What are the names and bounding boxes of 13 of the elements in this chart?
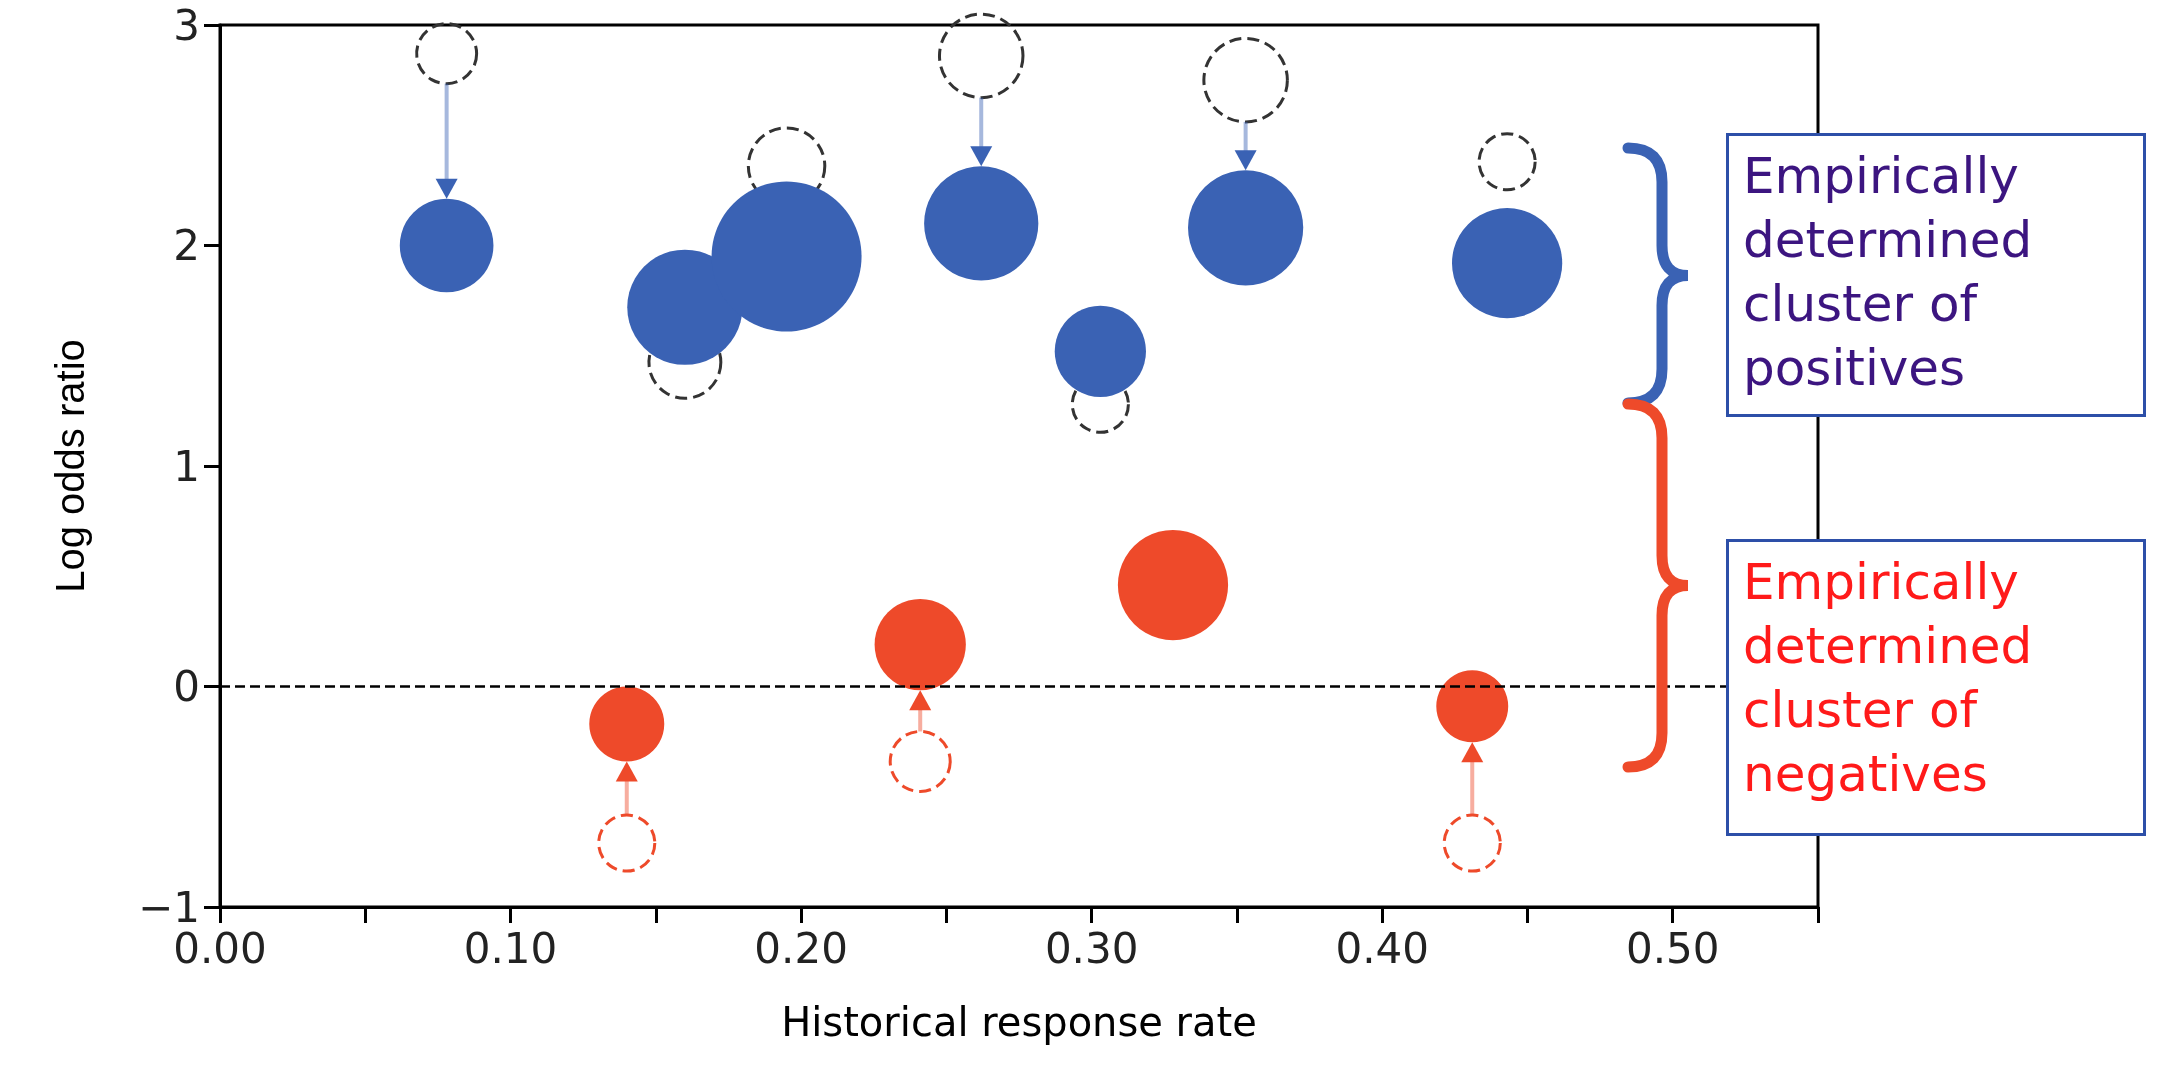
y-tick-label: 2 <box>173 221 200 270</box>
annotation: Empirically determined cluster of negatives <box>1726 539 2146 836</box>
x-tick-label: 0.10 <box>463 923 558 973</box>
y-tick-label: 0 <box>173 662 200 711</box>
y-axis-title: Log odds ratio <box>48 339 92 593</box>
x-tick-label: 0.50 <box>1625 923 1720 973</box>
y-tick-label: 3 <box>173 0 200 50</box>
x-axis-title: Historical response rate <box>781 999 1257 1045</box>
x-tick-label: 0.30 <box>1044 923 1139 973</box>
annotation: Empirically determined cluster of positives <box>1726 133 2146 417</box>
x-tick-label: 0.20 <box>754 923 848 973</box>
y-tick-label: 1 <box>173 441 200 491</box>
x-tick-label: 0.40 <box>1335 923 1429 973</box>
